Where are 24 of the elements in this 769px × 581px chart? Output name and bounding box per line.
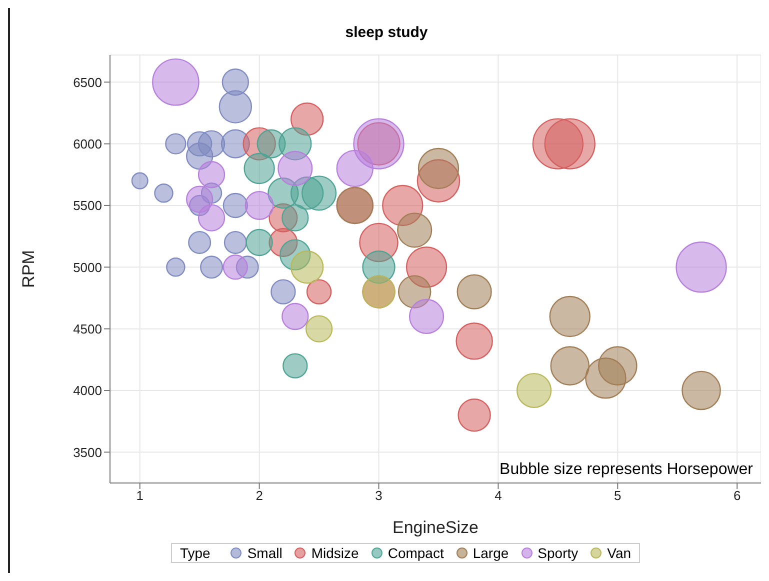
x-tick-label: 6: [733, 488, 741, 504]
y-tick-label: 5500: [73, 198, 102, 214]
legend-label: Sporty: [538, 545, 578, 561]
x-tick-label: 1: [136, 488, 144, 504]
y-tick-label: 6500: [73, 74, 102, 90]
x-tick-label: 2: [256, 488, 263, 504]
chart-title: sleep study: [344, 24, 429, 41]
y-tick-label: 3500: [73, 444, 102, 460]
y-tick-label: 4000: [73, 383, 102, 398]
legend-label: Compact: [388, 545, 444, 561]
x-tick-label: 4: [494, 488, 502, 504]
y-tick-label: 4500: [73, 321, 102, 336]
y-axis-title: RPM: [19, 250, 38, 288]
y-tick-label: 5000: [73, 260, 102, 275]
legend-label: Large: [472, 545, 509, 561]
y-tick-label: 6000: [73, 136, 102, 152]
annotation: Bubble size represents Horsepower: [500, 461, 753, 479]
x-tick-label: 5: [614, 488, 622, 504]
legend-title: Type: [180, 545, 210, 561]
x-axis-title: EngineSize: [392, 518, 479, 537]
legend-label: Van: [607, 545, 632, 561]
legend-label: Small: [247, 545, 282, 561]
x-tick-label: 3: [375, 488, 382, 504]
legend-label: Midsize: [311, 545, 359, 561]
